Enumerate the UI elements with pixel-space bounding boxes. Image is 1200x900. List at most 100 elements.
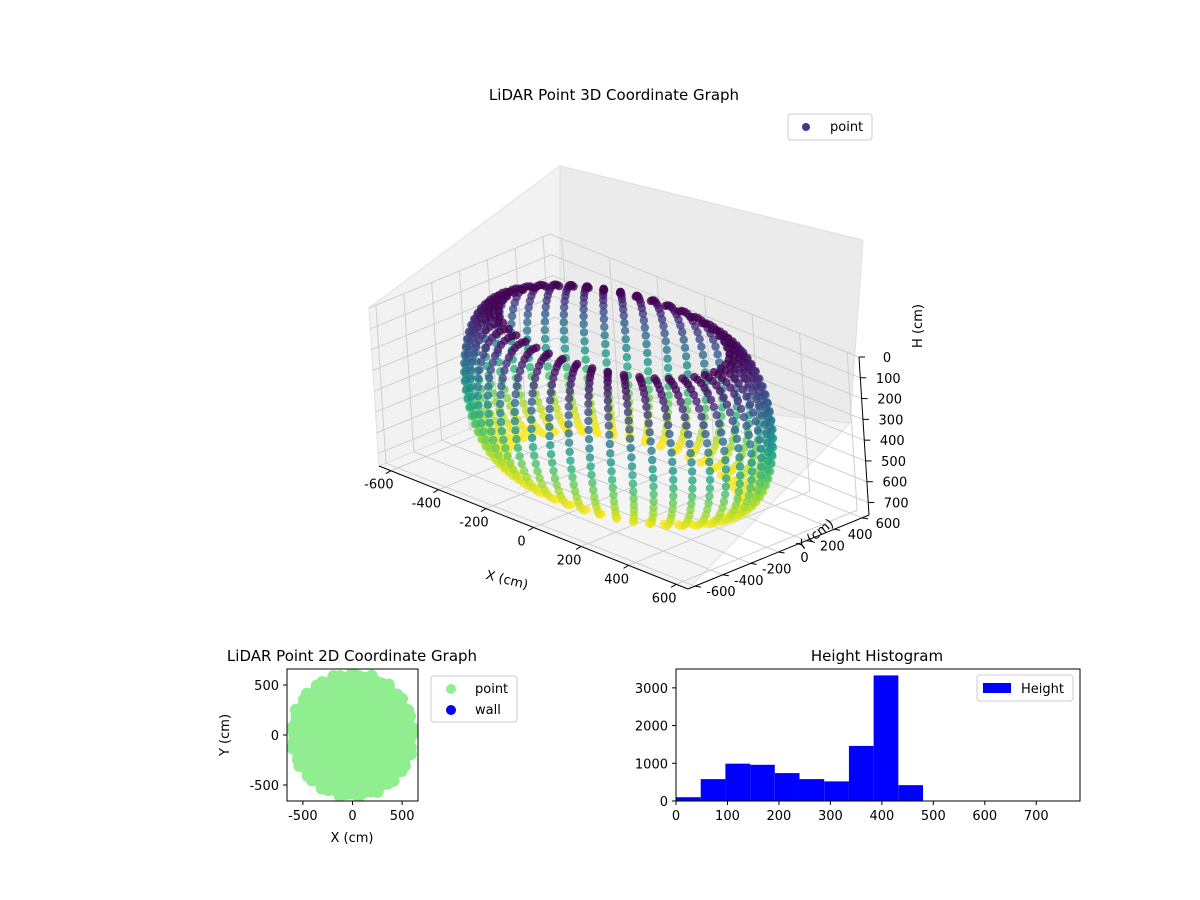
- bar: [898, 785, 924, 801]
- point: [529, 283, 538, 292]
- point: [706, 395, 716, 405]
- point: [473, 382, 483, 392]
- point: [678, 405, 687, 414]
- point: [702, 439, 712, 448]
- point: [688, 484, 697, 493]
- point: [649, 497, 658, 506]
- point: [704, 499, 713, 508]
- point: [514, 373, 523, 383]
- point: [757, 462, 766, 471]
- point: [722, 400, 732, 409]
- point: [559, 310, 569, 319]
- point: [701, 404, 710, 413]
- point: [715, 386, 725, 396]
- point: [579, 312, 588, 321]
- point: [584, 435, 594, 444]
- point: [488, 358, 497, 367]
- point: [590, 492, 599, 501]
- grid-line-z: [371, 275, 862, 400]
- point: [755, 402, 764, 412]
- point: [519, 466, 529, 476]
- point: [734, 487, 744, 496]
- point: [666, 439, 675, 448]
- point: [664, 391, 673, 400]
- point: [585, 453, 595, 462]
- point: [641, 331, 650, 340]
- point: [739, 413, 749, 422]
- point: [564, 429, 573, 438]
- x-axis-line: [378, 465, 689, 590]
- point: [522, 326, 532, 335]
- tick-y: [750, 562, 757, 565]
- point: [686, 449, 695, 458]
- tick-y: [694, 585, 702, 588]
- point: [629, 500, 639, 510]
- point: [552, 404, 561, 413]
- point: [605, 439, 614, 449]
- point: [506, 459, 515, 468]
- point: [649, 503, 658, 512]
- point: [626, 443, 635, 453]
- point: [476, 357, 486, 367]
- point: [696, 458, 705, 467]
- point: [705, 457, 714, 467]
- point: [644, 419, 653, 428]
- point: [719, 497, 729, 506]
- point: [607, 467, 616, 476]
- point: [705, 475, 715, 485]
- tick-y: [778, 551, 785, 554]
- tick-label-z: 200: [877, 393, 902, 408]
- point: [661, 337, 670, 346]
- point: [656, 442, 665, 451]
- point: [584, 283, 593, 293]
- point: [687, 458, 696, 467]
- point: [748, 387, 757, 396]
- point: [667, 448, 676, 457]
- point: [541, 302, 550, 311]
- point: [738, 385, 747, 394]
- point: [762, 429, 771, 439]
- tick-label-z: 0: [883, 351, 891, 366]
- point: [510, 407, 519, 417]
- point: [586, 462, 595, 471]
- tick-label-z: 100: [876, 372, 901, 387]
- tick-label-x: -600: [364, 478, 394, 493]
- point: [730, 389, 739, 399]
- point: [527, 433, 537, 443]
- point: [659, 397, 668, 406]
- point: [649, 482, 658, 491]
- tick-label-y: 600: [876, 517, 901, 532]
- tick-label-y: -200: [762, 562, 792, 577]
- point: [680, 343, 690, 352]
- point: [541, 282, 550, 291]
- y-axis-line: [687, 514, 870, 590]
- point: [649, 473, 658, 483]
- point: [707, 325, 716, 334]
- tick-label-x: 0: [672, 809, 680, 824]
- point: [530, 451, 539, 460]
- point: [479, 350, 488, 359]
- point: [763, 456, 773, 466]
- point: [721, 465, 731, 474]
- point: [735, 462, 745, 471]
- point: [527, 424, 536, 434]
- point: [643, 357, 652, 367]
- point: [467, 365, 476, 375]
- tick-x: [670, 583, 677, 588]
- point: [599, 307, 608, 317]
- point: [599, 314, 609, 324]
- point: [705, 466, 715, 476]
- point: [541, 309, 550, 319]
- point: [712, 410, 721, 420]
- tick-label-x: 600: [652, 591, 677, 606]
- point: [687, 467, 697, 476]
- point: [742, 392, 751, 401]
- point: [662, 412, 671, 421]
- histogram-legend-swatch: [983, 683, 1011, 693]
- point: [734, 379, 743, 388]
- histogram-title: Height Histogram: [811, 647, 943, 665]
- point: [642, 402, 651, 412]
- point: [734, 444, 743, 453]
- point: [622, 353, 632, 362]
- histogram-legend: Height: [976, 674, 1074, 702]
